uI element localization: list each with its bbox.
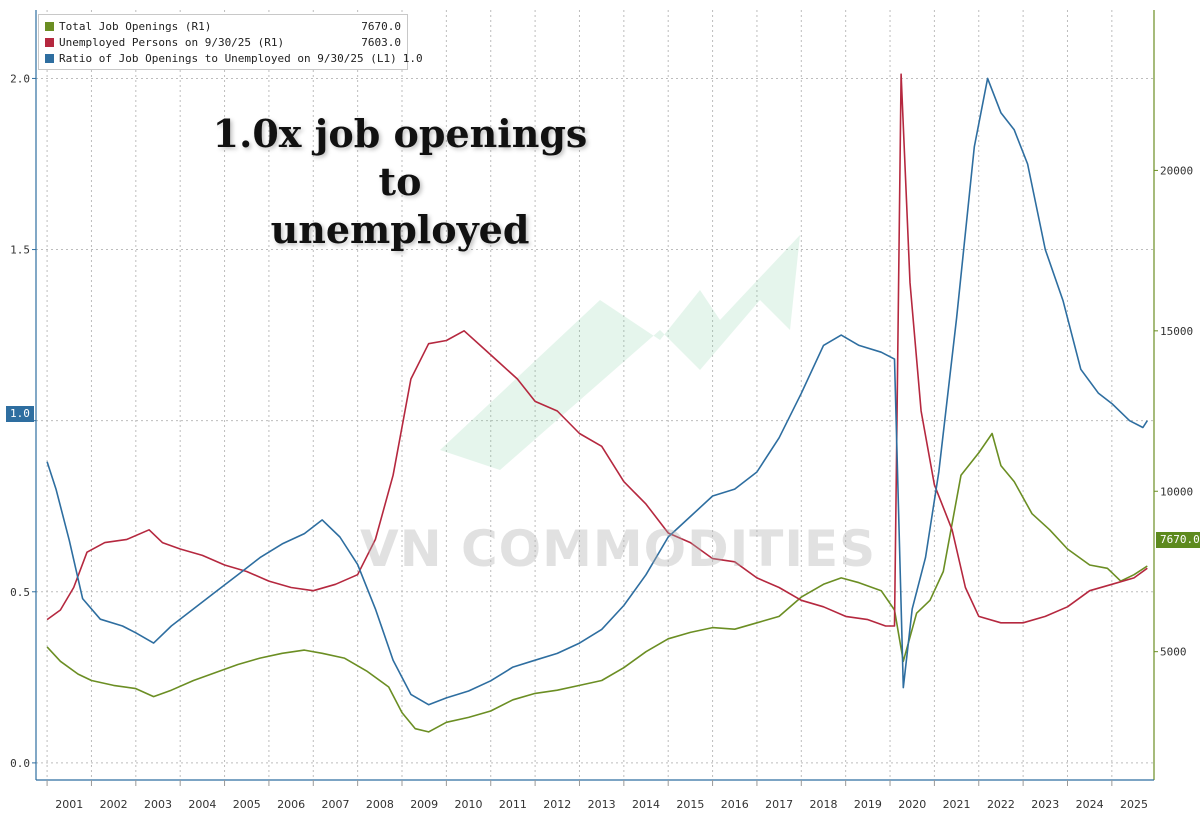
left-axis-tick-label: 0.0: [10, 757, 30, 770]
legend-value: 7603.0: [361, 35, 401, 49]
x-axis-tick-label: 2005: [233, 798, 261, 811]
chart-headline: 1.0x job openings to unemployed: [190, 110, 610, 254]
left-axis-tick-label: 0.5: [10, 586, 30, 599]
legend-swatch-unemployed: [45, 37, 54, 47]
x-axis-tick-label: 2010: [455, 798, 483, 811]
legend-value: 1.0: [402, 51, 423, 65]
x-axis-tick-label: 2024: [1076, 798, 1104, 811]
left-axis-value-badge: 1.0: [6, 406, 34, 422]
series-line-unemployed: [46, 73, 1148, 627]
right-axis-tick-label: 10000: [1160, 485, 1193, 498]
legend-label: Ratio of Job Openings to Unemployed on 9…: [59, 51, 397, 65]
legend-item-ratio: Ratio of Job Openings to Unemployed on 9…: [45, 50, 423, 66]
x-axis-tick-label: 2006: [277, 798, 305, 811]
chart-legend: Total Job Openings (R1) 7670.0 Unemploye…: [38, 14, 423, 70]
x-axis-tick-label: 2017: [765, 798, 793, 811]
left-axis-tick-label: 1.5: [10, 244, 30, 257]
x-axis-tick-label: 2012: [543, 798, 571, 811]
x-axis-tick-label: 2021: [943, 798, 971, 811]
x-axis-tick-label: 2004: [188, 798, 216, 811]
x-axis-tick-label: 2018: [809, 798, 837, 811]
x-axis-tick-label: 2025: [1120, 798, 1148, 811]
x-axis-tick-label: 2011: [499, 798, 527, 811]
series-line-job-openings: [46, 432, 1148, 733]
x-axis-tick-label: 2003: [144, 798, 172, 811]
headline-line-2: unemployed: [270, 207, 530, 252]
legend-item-unemployed: Unemployed Persons on 9/30/25 (R1) 7603.…: [45, 34, 401, 50]
left-axis-tick-label: 2.0: [10, 72, 30, 85]
right-axis-value-badge: 7670.0: [1156, 532, 1200, 548]
right-axis-tick-label: 5000: [1160, 646, 1187, 659]
x-axis-tick-label: 2022: [987, 798, 1015, 811]
x-axis-tick-label: 2016: [721, 798, 749, 811]
x-axis-tick-label: 2008: [366, 798, 394, 811]
right-axis-tick-label: 15000: [1160, 325, 1193, 338]
right-axis-tick-label: 20000: [1160, 164, 1193, 177]
headline-line-1: 1.0x job openings to: [212, 111, 588, 204]
legend-swatch-ratio: [45, 53, 54, 63]
x-axis-tick-label: 2001: [55, 798, 83, 811]
x-axis-tick-label: 2014: [632, 798, 660, 811]
x-axis-tick-label: 2015: [676, 798, 704, 811]
legend-swatch-job-openings: [45, 21, 54, 31]
x-axis-tick-label: 2019: [854, 798, 882, 811]
legend-item-job-openings: Total Job Openings (R1) 7670.0: [45, 18, 401, 34]
series-line-ratio: [46, 77, 1148, 706]
watermark-text: VN COMMODITIES: [360, 520, 877, 578]
legend-label: Total Job Openings (R1): [59, 19, 212, 33]
watermark-arrow: [440, 235, 800, 470]
x-axis-tick-label: 2020: [898, 798, 926, 811]
plot-area: [36, 10, 1154, 780]
legend-label: Unemployed Persons on 9/30/25 (R1): [59, 35, 285, 49]
x-axis-tick-label: 2013: [588, 798, 616, 811]
x-axis-tick-label: 2009: [410, 798, 438, 811]
legend-value: 7670.0: [361, 19, 401, 33]
x-axis-tick-label: 2002: [100, 798, 128, 811]
x-axis-tick-label: 2007: [321, 798, 349, 811]
x-axis-tick-label: 2023: [1031, 798, 1059, 811]
